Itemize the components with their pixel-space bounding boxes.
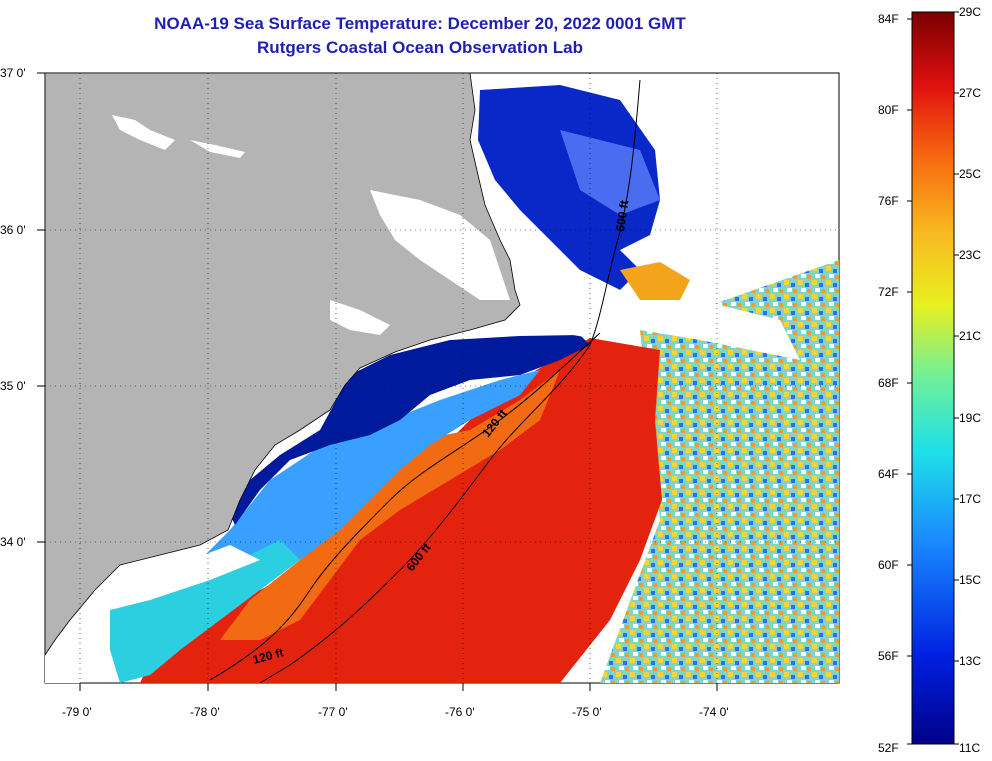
- lon-label-77: -77 0': [318, 705, 348, 719]
- shelf-cyan-water: [110, 540, 300, 683]
- contour-label-600ft-north: 600 ft: [613, 199, 631, 232]
- lat-label-34: 34 0': [0, 535, 26, 549]
- nearshore-cold-water: [228, 335, 590, 525]
- contour-120ft: [209, 332, 601, 681]
- colorbar-c-27: 27C: [959, 86, 981, 100]
- colorbar-ticks-left: [907, 18, 912, 745]
- colorbar-f-52: 52F: [878, 741, 899, 755]
- warm-eddy-northeast: [620, 262, 690, 300]
- colorbar-f-68: 68F: [878, 376, 899, 390]
- lon-label-74: -74 0': [699, 705, 729, 719]
- colorbar-c-15: 15C: [959, 573, 981, 587]
- colorbar-f-60: 60F: [878, 558, 899, 572]
- north-light-blue-patch: [560, 130, 660, 215]
- colorbar-c-23: 23C: [959, 248, 981, 262]
- axis-ticks: [37, 72, 718, 691]
- river-estuary: [330, 300, 390, 335]
- map-title: NOAA-19 Sea Surface Temperature: Decembe…: [154, 14, 686, 33]
- north-cold-water: [478, 85, 660, 290]
- offshore-sst-speckle: [600, 260, 839, 683]
- lon-label-79: -79 0': [62, 705, 92, 719]
- colorbar-c-29: 29C: [959, 5, 981, 19]
- colorbar-c-11: 11C: [959, 741, 980, 755]
- colorbar-c-13: 13C: [959, 654, 981, 668]
- colorbar-f-84: 84F: [878, 12, 899, 26]
- colorbar-c-17: 17C: [959, 492, 981, 506]
- colorbar-f-56: 56F: [878, 649, 899, 663]
- lon-label-78: -78 0': [190, 705, 220, 719]
- colorbar-c-19: 19C: [959, 411, 981, 425]
- lat-label-37: 37 0': [0, 66, 26, 80]
- colorbar-f-76: 76F: [878, 194, 899, 208]
- pamlico-sound: [370, 190, 510, 300]
- graticule: [45, 73, 839, 683]
- cloud-patch-central: [515, 250, 800, 360]
- colorbar-c-25: 25C: [959, 167, 981, 181]
- colorbar-gradient: [911, 11, 955, 745]
- colorbar-f-72: 72F: [878, 285, 899, 299]
- map-subtitle: Rutgers Coastal Ocean Observation Lab: [257, 38, 583, 57]
- lon-label-75: -75 0': [572, 705, 602, 719]
- contour-600ft: [259, 79, 641, 684]
- colorbar-c-21: 21C: [959, 329, 981, 343]
- lat-label-36: 36 0': [0, 223, 26, 237]
- albemarle-inlet: [190, 140, 245, 158]
- albemarle-sound: [112, 115, 175, 150]
- lat-label-35: 35 0': [0, 379, 26, 393]
- colorbar-ticks-right: [954, 11, 959, 745]
- colorbar-f-64: 64F: [878, 467, 899, 481]
- colorbar-f-80: 80F: [878, 103, 899, 117]
- lon-label-76: -76 0': [445, 705, 475, 719]
